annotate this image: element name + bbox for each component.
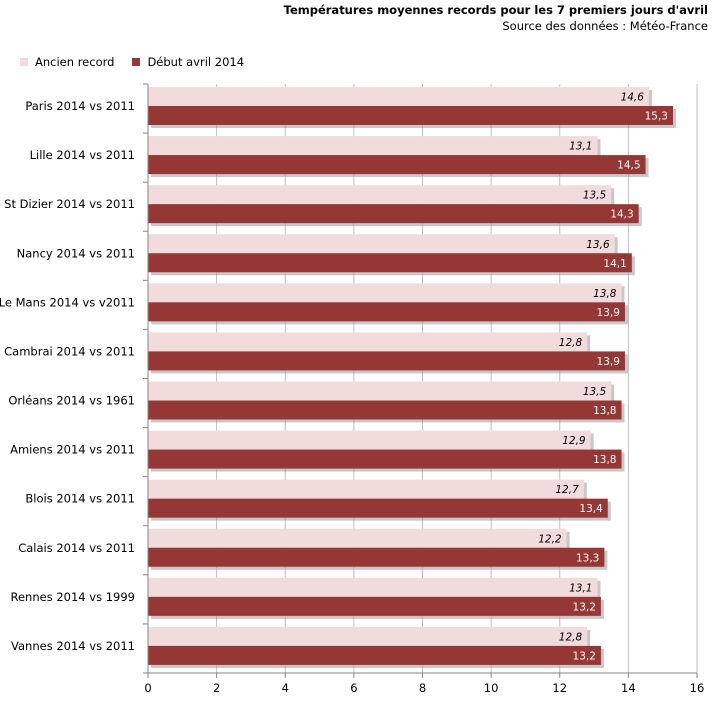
bar-debut-avril-2014 xyxy=(148,596,601,616)
category-label: Cambrai 2014 vs 2011 xyxy=(4,344,135,358)
bar-ancien-record xyxy=(148,87,649,106)
x-tick-label: 0 xyxy=(144,681,151,695)
data-label-ancien: 12,7 xyxy=(555,484,579,496)
x-tick-label: 10 xyxy=(484,681,499,695)
bar-debut-avril-2014 xyxy=(148,155,646,175)
category-label: Lille 2014 vs 2011 xyxy=(30,148,135,162)
bar-debut-avril-2014 xyxy=(148,645,601,665)
bar-debut-avril-2014 xyxy=(148,253,632,273)
category-label: Amiens 2014 vs 2011 xyxy=(10,443,135,457)
data-label-ancien: 12,8 xyxy=(559,631,583,643)
bar-debut-avril-2014 xyxy=(148,498,608,518)
bar-debut-avril-2014 xyxy=(148,449,622,469)
data-label-debut: 13,9 xyxy=(597,307,620,319)
x-tick-label: 6 xyxy=(350,681,357,695)
bar-debut-avril-2014 xyxy=(148,400,622,420)
legend: Ancien record Début avril 2014 xyxy=(20,55,262,69)
bar-ancien-record xyxy=(148,528,567,548)
x-tick-label: 8 xyxy=(419,681,426,695)
bar-ancien-record xyxy=(148,626,588,646)
bar-debut-avril-2014 xyxy=(148,547,605,567)
data-label-ancien: 13,5 xyxy=(583,190,607,202)
chart-subtitle: Source des données : Météo-France xyxy=(502,19,708,33)
data-label-debut: 14,1 xyxy=(603,258,626,270)
bar-ancien-record xyxy=(148,381,612,401)
category-label: Orléans 2014 vs 1961 xyxy=(8,394,135,408)
data-label-debut: 14,3 xyxy=(610,209,633,221)
data-label-ancien: 12,2 xyxy=(538,533,562,545)
bar-ancien-record xyxy=(148,136,598,156)
data-label-ancien: 13,6 xyxy=(586,239,610,251)
chart-title: Températures moyennes records pour les 7… xyxy=(283,3,708,17)
data-label-debut: 13,4 xyxy=(579,503,603,515)
bar-ancien-record xyxy=(148,479,584,499)
bar-debut-avril-2014 xyxy=(148,351,625,371)
bar-ancien-record xyxy=(148,332,588,352)
data-label-ancien: 12,8 xyxy=(559,337,583,349)
category-label: Le Mans 2014 vs v2011 xyxy=(0,295,135,309)
legend-item-ancien: Ancien record xyxy=(20,55,114,69)
data-label-debut: 13,3 xyxy=(576,552,599,564)
bar-ancien-record xyxy=(148,234,615,254)
x-tick-label: 14 xyxy=(621,681,636,695)
data-label-debut: 13,9 xyxy=(597,356,620,368)
category-label: Nancy 2014 vs 2011 xyxy=(17,246,135,260)
bar-ancien-record xyxy=(148,577,598,597)
category-label: Blois 2014 vs 2011 xyxy=(25,492,135,506)
data-label-ancien: 13,8 xyxy=(593,288,617,300)
data-label-ancien: 12,9 xyxy=(562,435,586,447)
bar-debut-avril-2014 xyxy=(148,106,673,125)
x-tick-label: 2 xyxy=(213,681,220,695)
bar-debut-avril-2014 xyxy=(148,204,639,224)
legend-item-debut: Début avril 2014 xyxy=(132,55,244,69)
data-label-ancien: 13,5 xyxy=(583,386,607,398)
bar-ancien-record xyxy=(148,185,612,205)
data-label-debut: 15,3 xyxy=(645,111,668,123)
data-label-ancien: 14,6 xyxy=(621,92,645,104)
data-label-debut: 13,8 xyxy=(593,454,616,466)
x-tick-label: 12 xyxy=(552,681,567,695)
legend-label-debut: Début avril 2014 xyxy=(147,55,245,69)
bar-debut-avril-2014 xyxy=(148,302,625,322)
data-label-ancien: 13,1 xyxy=(569,582,592,594)
category-label: Rennes 2014 vs 1999 xyxy=(11,590,136,604)
data-label-debut: 13,2 xyxy=(573,601,596,613)
legend-label-ancien: Ancien record xyxy=(35,55,115,69)
x-tick-label: 4 xyxy=(282,681,289,695)
data-label-ancien: 13,1 xyxy=(569,141,592,153)
bar-ancien-record xyxy=(148,430,591,450)
category-label: Calais 2014 vs 2011 xyxy=(18,541,135,555)
data-label-debut: 14,5 xyxy=(617,160,640,172)
data-label-debut: 13,2 xyxy=(573,650,596,662)
x-tick-label: 16 xyxy=(690,681,705,695)
legend-swatch-ancien xyxy=(20,58,28,66)
legend-swatch-debut xyxy=(132,58,141,66)
category-label: Paris 2014 vs 2011 xyxy=(25,99,135,113)
category-label: St Dizier 2014 vs 2011 xyxy=(4,197,135,211)
category-label: Vannes 2014 vs 2011 xyxy=(11,639,135,653)
bar-ancien-record xyxy=(148,283,622,303)
data-label-debut: 13,8 xyxy=(593,405,616,417)
